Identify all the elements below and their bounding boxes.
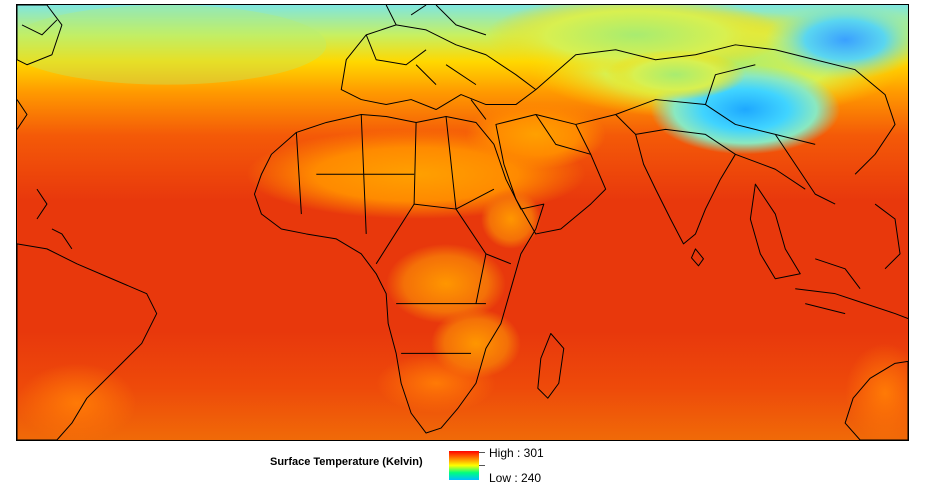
legend-low-label: Low : 240 — [489, 471, 542, 485]
legend-tick-high — [479, 452, 485, 453]
legend-title: Surface Temperature (Kelvin) — [270, 456, 423, 468]
temperature-raster — [17, 5, 908, 440]
legend-color-ramp — [449, 451, 479, 480]
legend-high-label: High : 301 — [489, 446, 544, 460]
temperature-map — [16, 4, 909, 441]
legend-tick-mid — [479, 465, 485, 466]
